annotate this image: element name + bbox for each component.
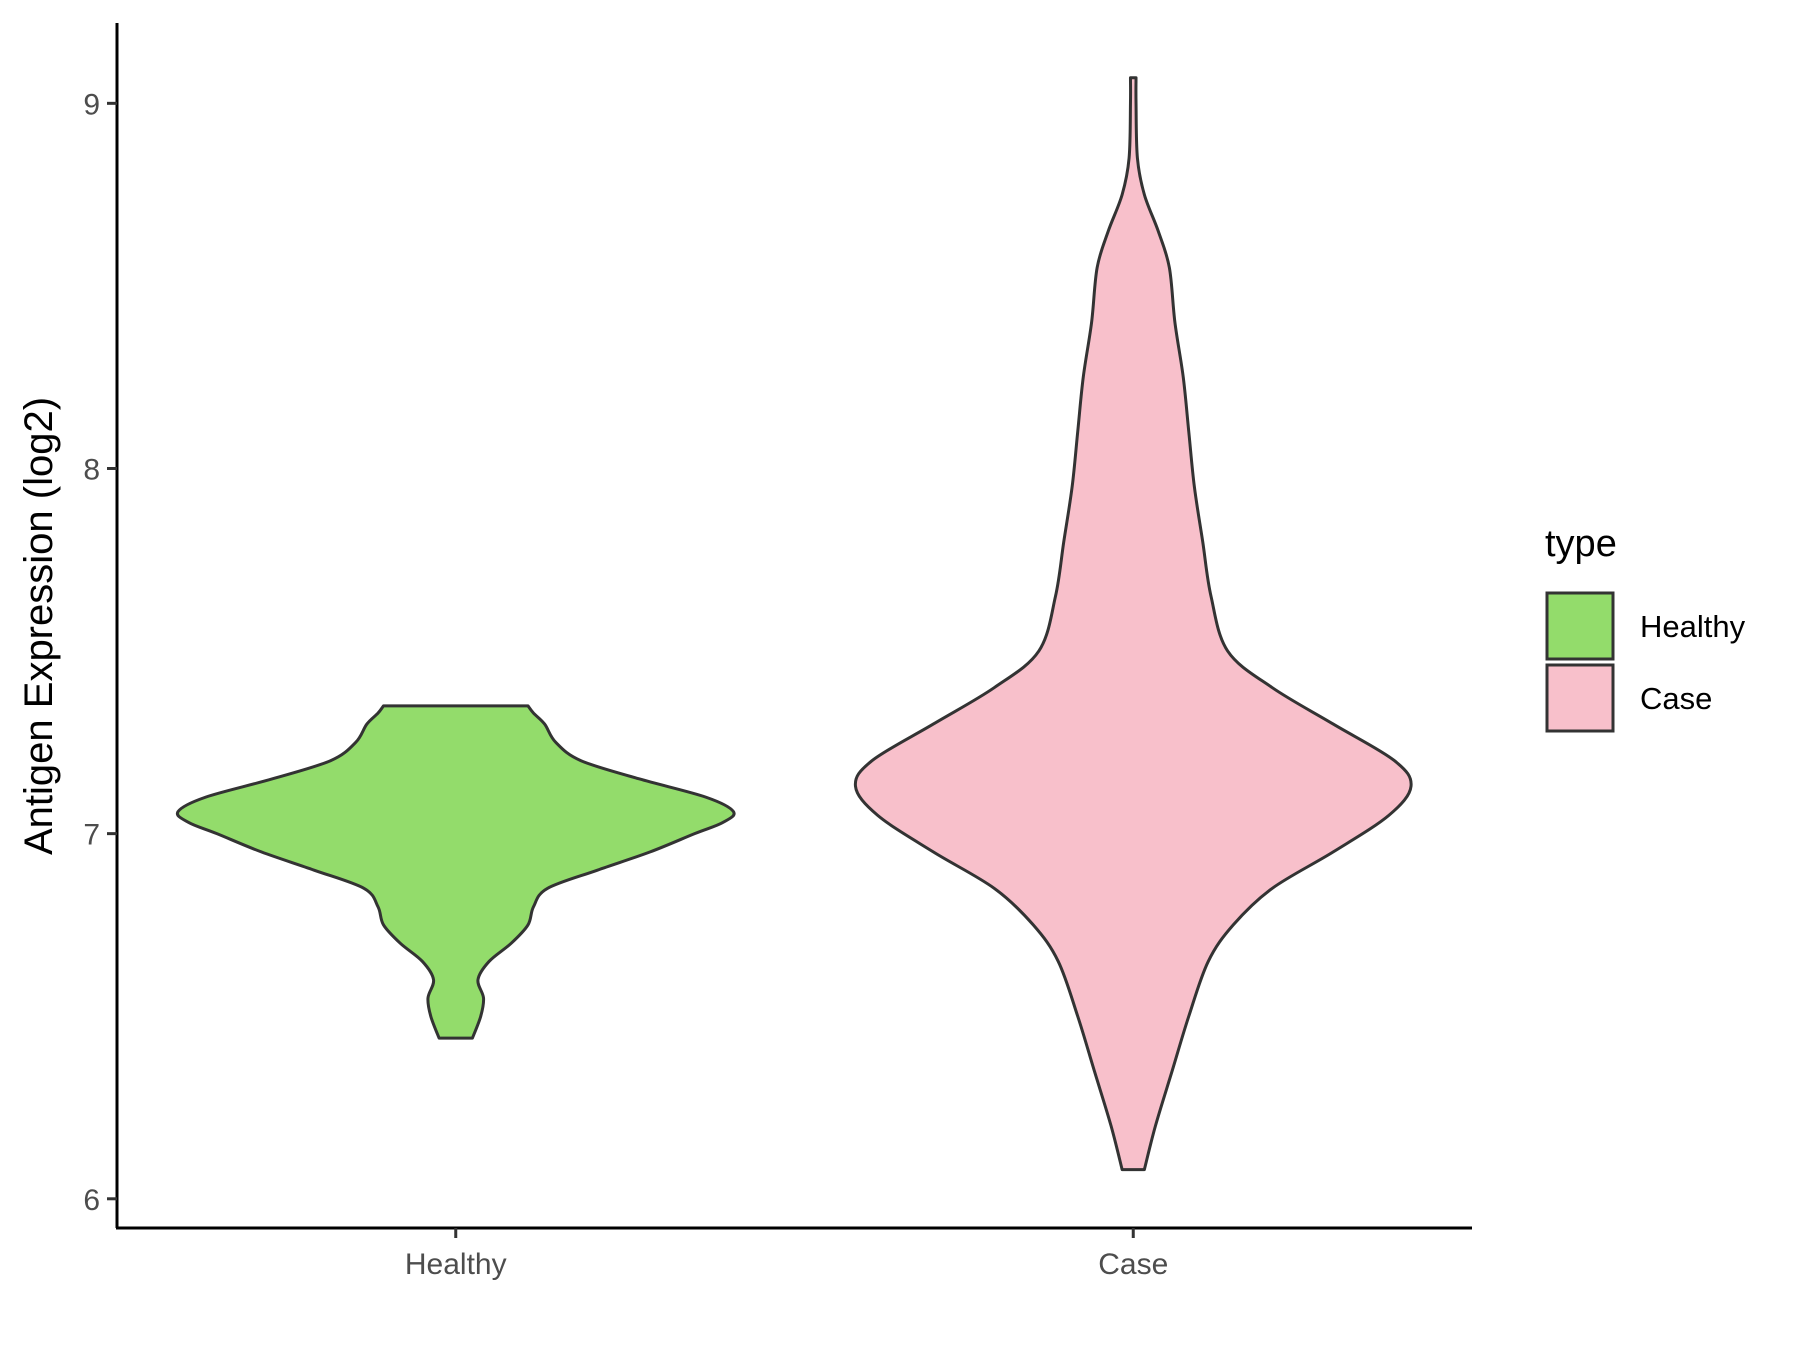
- x-tick-label: Healthy: [405, 1248, 507, 1281]
- y-tick-label: 7: [83, 819, 100, 852]
- axes: [115, 23, 1472, 1230]
- violin-case: [853, 76, 1413, 1172]
- y-axis-title: Antigen Expression (log2): [17, 397, 61, 855]
- y-tick-label: 6: [83, 1184, 100, 1217]
- y-tick-label: 8: [83, 453, 100, 486]
- legend-title: type: [1545, 523, 1617, 565]
- violin-layer: [175, 76, 1413, 1172]
- legend-label: Healthy: [1640, 609, 1746, 644]
- x-tick-label: Case: [1098, 1248, 1168, 1281]
- x-ticks: Healthy Case: [405, 1228, 1168, 1281]
- legend-items: Healthy Case: [1545, 591, 1746, 733]
- legend: type Healthy Case: [1545, 523, 1746, 733]
- violin-healthy: [175, 704, 736, 1040]
- legend-swatch-healthy: [1545, 591, 1615, 661]
- y-ticks: 6 7 8 9: [83, 88, 117, 1217]
- legend-label: Case: [1640, 681, 1712, 716]
- y-tick-label: 9: [83, 88, 100, 121]
- legend-swatch-case: [1545, 663, 1615, 733]
